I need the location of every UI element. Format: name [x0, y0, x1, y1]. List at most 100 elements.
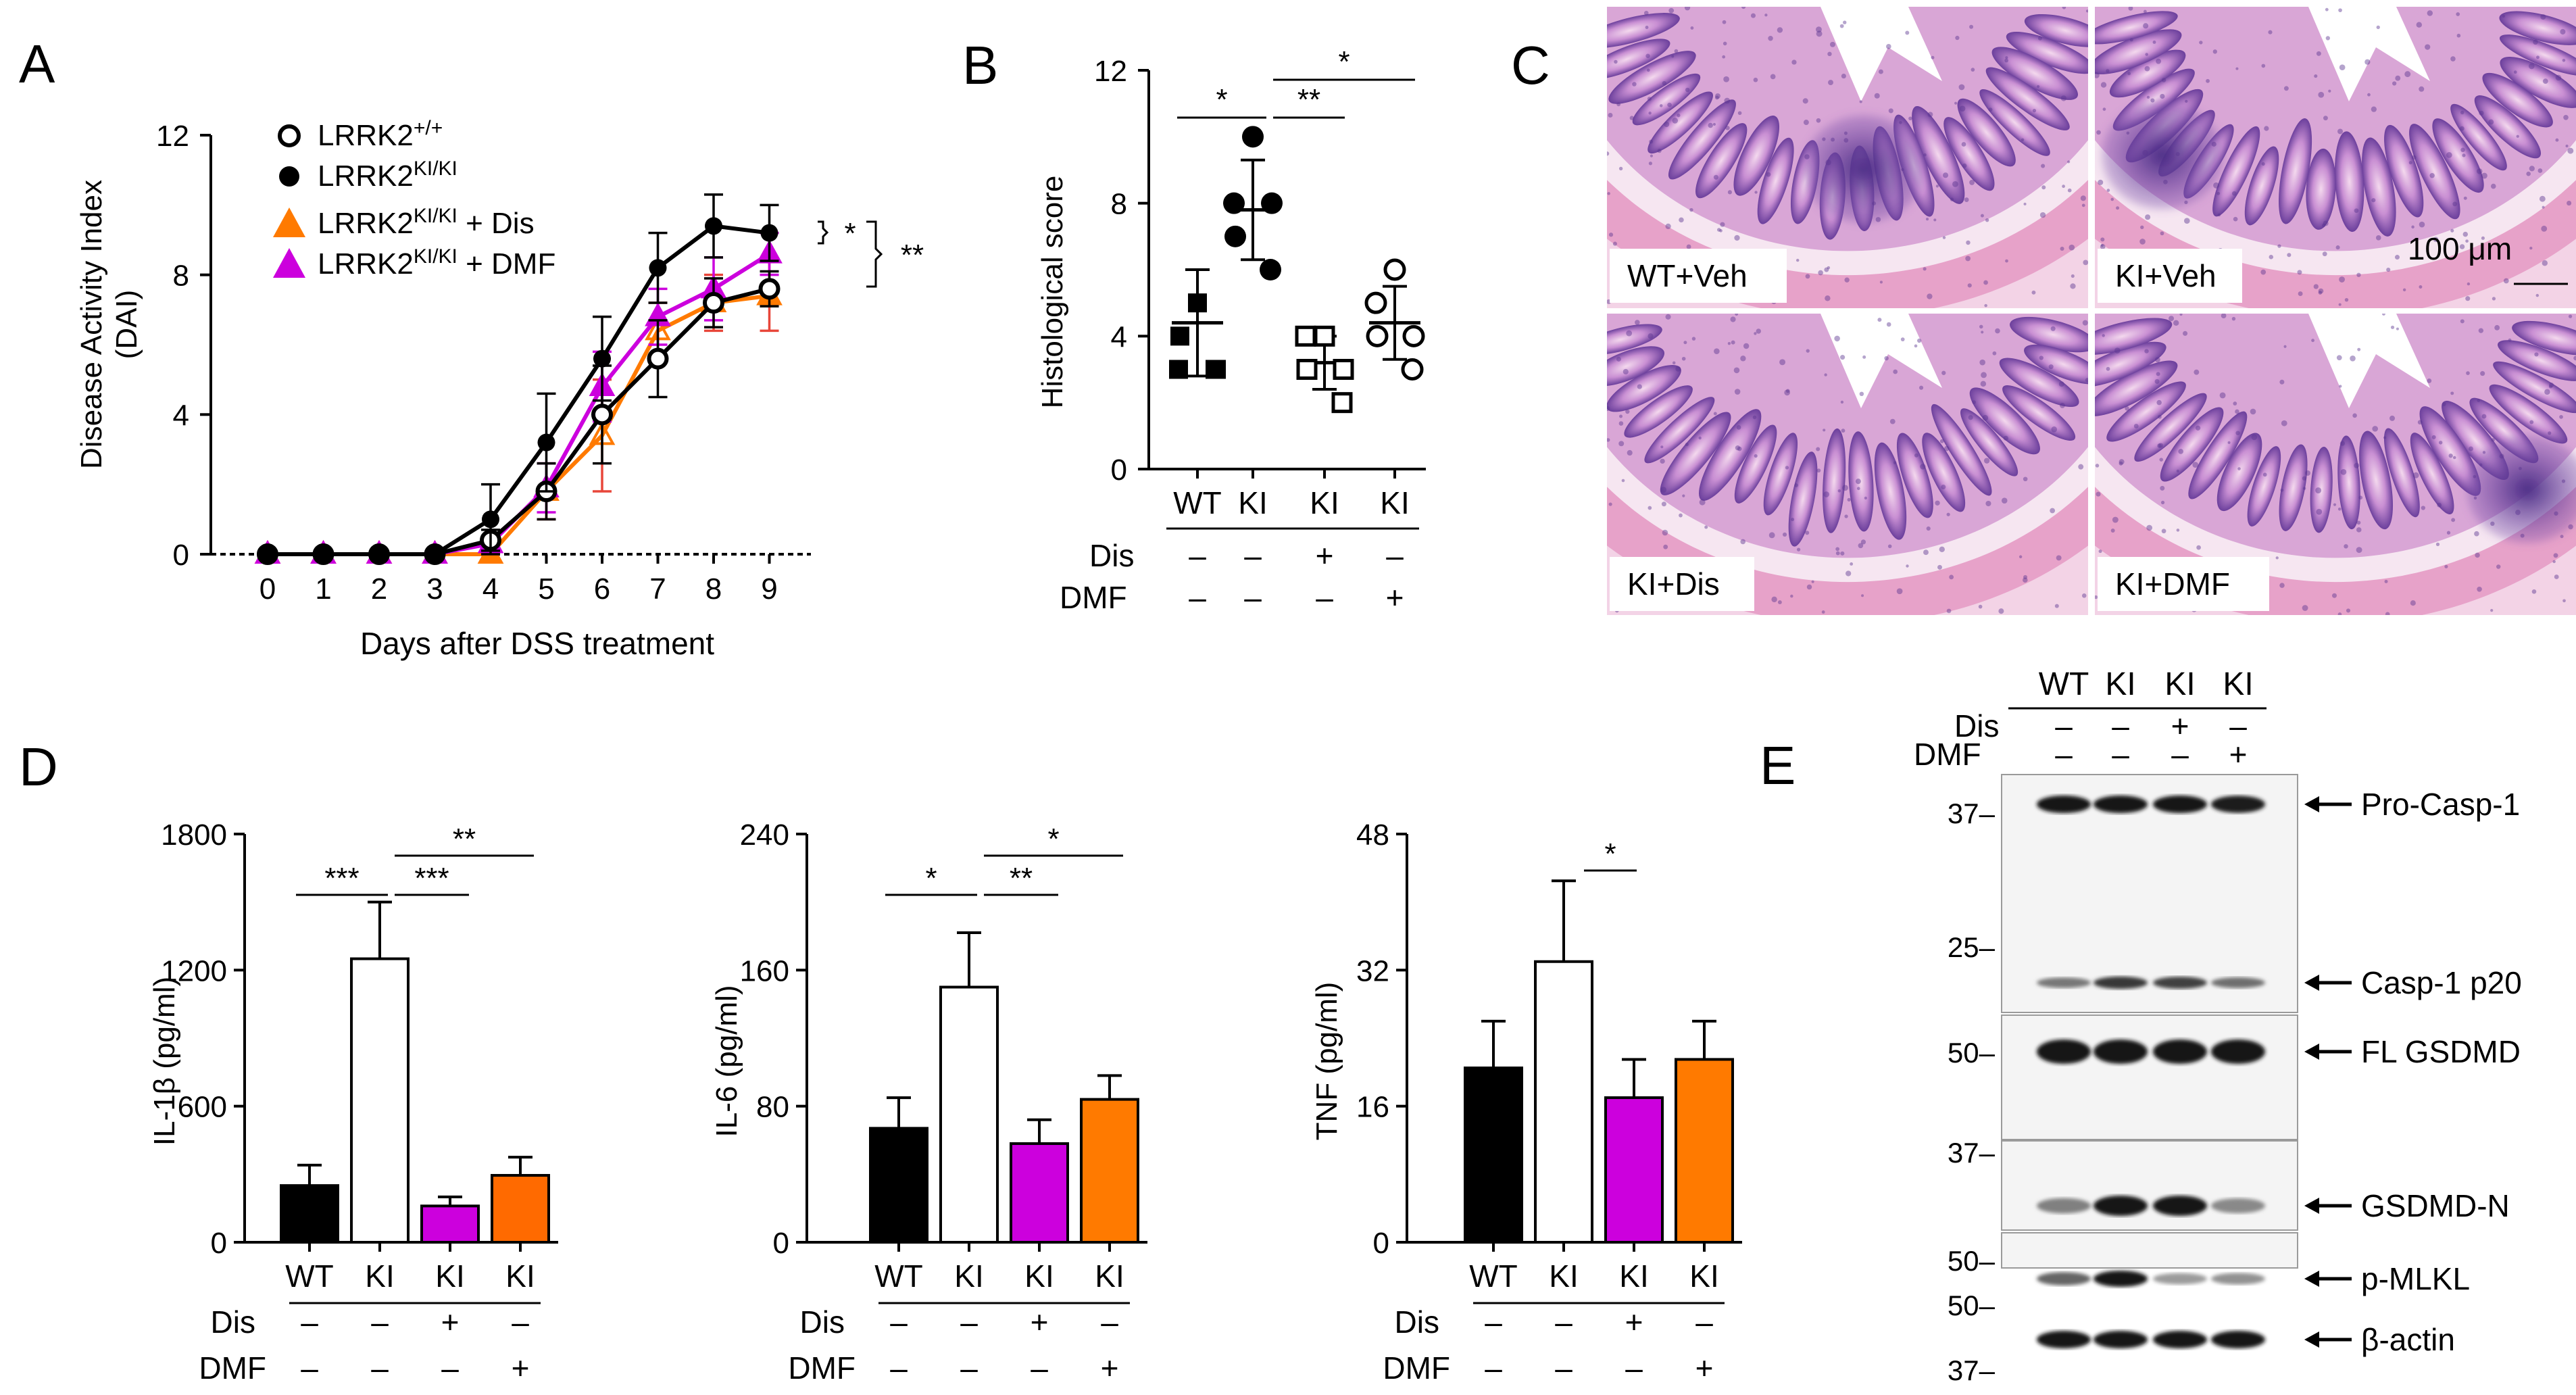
nucleus: [2160, 231, 2164, 236]
nucleus: [2371, 198, 2376, 203]
nucleus: [2352, 413, 2357, 418]
nucleus: [2262, 472, 2267, 477]
nucleus: [1995, 328, 2000, 334]
histology-label: KI+DMF: [2115, 566, 2230, 602]
nucleus: [1822, 137, 1826, 141]
nucleus: [1802, 98, 1808, 104]
series-line-a-0: [268, 287, 770, 556]
nucleus: [2474, 531, 2479, 537]
nucleus: [2371, 106, 2377, 112]
band-3-1: [2094, 1196, 2148, 1216]
category-chartD2: WT: [874, 1258, 923, 1294]
nucleus: [2354, 462, 2360, 468]
nucleus: [2154, 357, 2160, 363]
bar-chartD1-3: [491, 1174, 550, 1244]
nucleus: [1823, 429, 1826, 432]
ytick-label-chartD1: 600: [178, 1091, 227, 1124]
nucleus: [2102, 107, 2106, 111]
nucleus: [2477, 399, 2481, 402]
nucleus: [2392, 81, 2397, 86]
nucleus: [1713, 174, 1718, 180]
nucleus: [2554, 511, 2558, 516]
nucleus: [2516, 134, 2519, 138]
crypt: [1607, 365, 1681, 412]
nucleus: [2333, 503, 2337, 506]
sig-text-b: **: [1297, 83, 1320, 116]
crypt: [2474, 95, 2542, 159]
histology-tile-2: KI+Dis: [1607, 314, 2088, 615]
nucleus: [2106, 189, 2110, 192]
nucleus: [2411, 225, 2414, 229]
crypt: [2500, 57, 2576, 108]
category-chartD1: KI: [505, 1258, 535, 1294]
category-b: KI: [1238, 485, 1267, 520]
nucleus: [2438, 441, 2443, 445]
nucleus: [1980, 214, 1984, 218]
nucleus: [1850, 562, 1854, 566]
nucleus: [2023, 202, 2027, 205]
nucleus: [1858, 543, 1864, 549]
band-label-2: FL GSDMD: [2361, 1034, 2521, 1069]
nucleus: [2119, 459, 2125, 465]
nucleus: [2429, 173, 2435, 178]
nucleus: [2460, 147, 2465, 153]
nucleus: [2095, 72, 2100, 78]
nucleus: [2175, 151, 2180, 157]
nucleus: [2050, 508, 2056, 514]
histology-label-box: [2098, 249, 2242, 303]
crypt: [1699, 409, 1762, 501]
nucleus: [2001, 497, 2008, 504]
nucleus: [2529, 166, 2535, 172]
nucleus: [1735, 314, 1739, 316]
point-a-0: [647, 347, 669, 370]
crypt: [2409, 124, 2460, 220]
nucleus: [2139, 239, 2146, 245]
band-1-2: [2153, 977, 2207, 989]
bar-chartD2-3: [1080, 1098, 1139, 1244]
nucleus: [1649, 139, 1654, 144]
nucleus: [1752, 415, 1757, 420]
nucleus: [1662, 529, 1668, 536]
nucleus: [2318, 91, 2325, 98]
nucleus: [2496, 564, 2501, 569]
nucleus: [1966, 240, 1971, 245]
nucleus: [1756, 328, 1762, 334]
nucleus: [2081, 593, 2087, 598]
nucleus: [2395, 75, 2401, 81]
point-a-1: [482, 510, 499, 529]
nucleus: [1754, 332, 1757, 335]
crypt: [2247, 446, 2281, 527]
nucleus: [1923, 549, 1929, 556]
nucleus: [1914, 453, 1918, 458]
nucleus: [2562, 599, 2566, 603]
crypt: [2095, 341, 2166, 388]
band-5-2: [2153, 1331, 2207, 1348]
nucleus: [2144, 349, 2149, 353]
nucleus: [1983, 280, 1988, 285]
nucleus: [1681, 356, 1686, 361]
nucleus: [1843, 138, 1849, 143]
nucleus: [2004, 58, 2008, 63]
lane-label: KI: [2223, 666, 2253, 702]
nucleus: [2372, 426, 2378, 432]
nucleus: [1823, 491, 1830, 497]
nucleus: [1899, 121, 1902, 124]
nucleus: [1901, 168, 1904, 172]
nucleus: [2376, 235, 2381, 241]
nucleus: [2156, 58, 2162, 64]
nucleus: [1816, 468, 1821, 473]
nucleus: [2412, 472, 2419, 479]
nucleus: [1668, 7, 1675, 14]
point-b: [1295, 325, 1316, 347]
nucleus: [1879, 280, 1883, 284]
crypt: [1607, 13, 1680, 49]
dmf-mark-chartD2: –: [960, 1350, 978, 1386]
crypt: [2359, 431, 2394, 530]
nucleus: [2339, 64, 2346, 71]
nucleus: [2067, 188, 2072, 193]
nucleus: [1614, 59, 1618, 64]
nucleus: [2465, 296, 2471, 301]
ytick-label-chartD3: 16: [1356, 1091, 1389, 1124]
